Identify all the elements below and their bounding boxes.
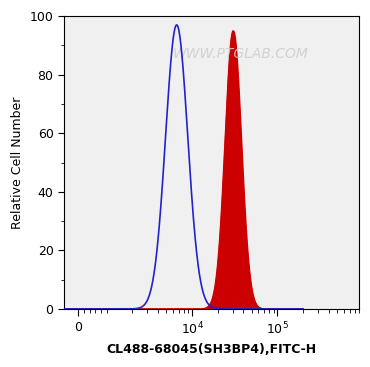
X-axis label: CL488-68045(SH3BP4),FITC-H: CL488-68045(SH3BP4),FITC-H	[106, 343, 316, 356]
Y-axis label: Relative Cell Number: Relative Cell Number	[11, 96, 24, 229]
Text: WWW.PTGLAB.COM: WWW.PTGLAB.COM	[173, 47, 309, 61]
